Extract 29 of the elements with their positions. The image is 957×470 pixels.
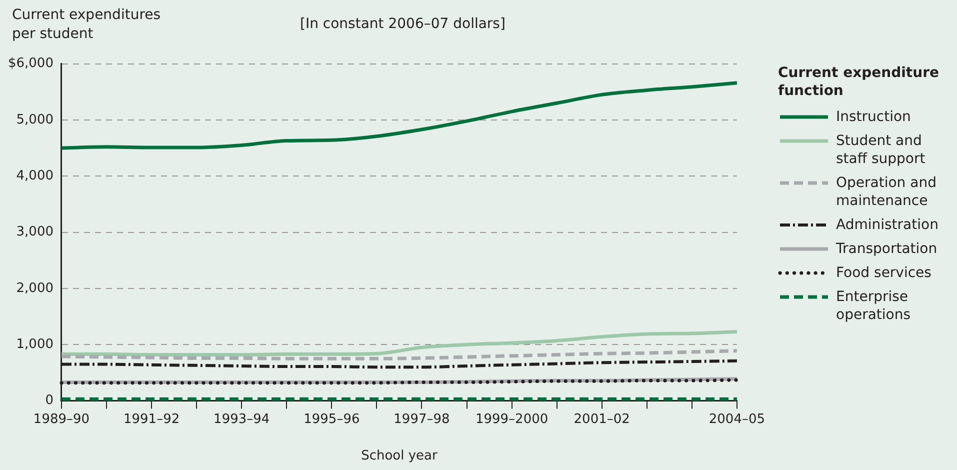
legend-label: Food services xyxy=(836,264,932,282)
legend-title: Current expenditure function xyxy=(778,64,940,100)
x-tick-label: 1997–98 xyxy=(394,412,450,427)
legend-label: Enterprise operations xyxy=(836,288,912,324)
line-series xyxy=(60,349,739,360)
x-tick-label: 1995–96 xyxy=(304,412,360,427)
x-tick-label: 1989–90 xyxy=(33,412,90,427)
y-tick-label: 2,000 xyxy=(16,280,54,296)
x-axis-title: School year xyxy=(361,448,438,464)
y-axis-title: Current expenditures per student xyxy=(12,6,162,44)
line-series xyxy=(60,330,739,356)
legend-label: Operation and maintenance xyxy=(836,174,938,210)
y-tick-label: $6,000 xyxy=(8,56,54,72)
chart-subtitle: [In constant 2006–07 dollars] xyxy=(300,16,506,32)
x-tick-label: 1993–94 xyxy=(214,412,270,427)
y-tick-label: 1,000 xyxy=(16,337,54,352)
y-tick-label: 3,000 xyxy=(16,224,54,240)
x-tick-label: 1999–2000 xyxy=(475,412,548,427)
line-series xyxy=(60,81,739,150)
x-tick-label: 2004–05 xyxy=(708,412,766,427)
y-tick-label: 0 xyxy=(45,393,54,408)
x-tick-label: 2001–02 xyxy=(574,412,630,427)
y-tick-label: 5,000 xyxy=(16,112,54,128)
y-tick-label: 4,000 xyxy=(16,168,54,184)
legend-label: Transportation xyxy=(836,240,938,258)
legend-label: Student and staff support xyxy=(836,132,926,168)
legend-label: Administration xyxy=(836,216,940,234)
x-tick-label: 1991–92 xyxy=(123,412,180,427)
legend-label: Instruction xyxy=(836,108,912,126)
